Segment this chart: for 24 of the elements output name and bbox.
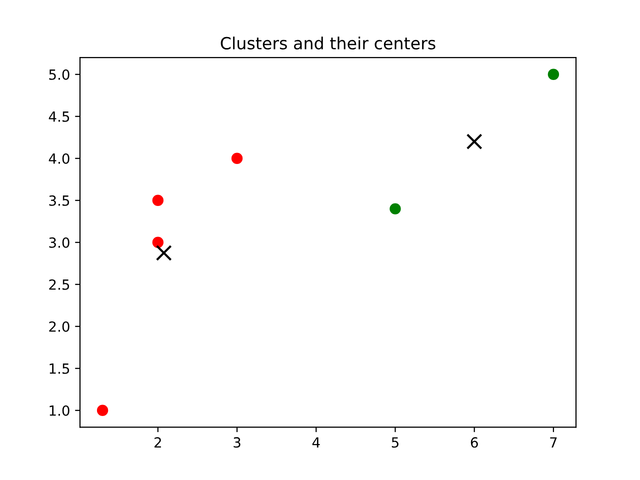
x-tick-label: 7 (550, 437, 557, 448)
point (231, 152, 243, 164)
y-tick-label: 1.5 (50, 364, 70, 374)
y-tick-label: 2.0 (49, 321, 70, 332)
y-tick-label: 2.5 (49, 279, 70, 290)
x-tick-label: 2 (154, 437, 161, 448)
point (390, 203, 401, 214)
y-tick-label: 4.5 (48, 112, 70, 122)
x-tick-label: 3 (234, 437, 240, 448)
x-tick-label: 6 (470, 437, 478, 448)
y-tick-label: 3.5 (49, 195, 70, 206)
point (548, 68, 560, 80)
x-tick-label: 5 (392, 437, 398, 448)
point (466, 134, 482, 150)
y-tick-label: 4.0 (48, 153, 70, 164)
point (152, 194, 164, 206)
point (156, 244, 172, 261)
point (152, 236, 164, 248)
y-tick-label: 5.0 (49, 69, 70, 80)
y-tick-label: 3.0 (49, 237, 70, 248)
point (96, 404, 108, 416)
x-tick-label: 4 (312, 437, 320, 448)
y-tick-label: 1.0 (50, 405, 70, 416)
chart-title: Clusters and their centers (220, 36, 436, 50)
